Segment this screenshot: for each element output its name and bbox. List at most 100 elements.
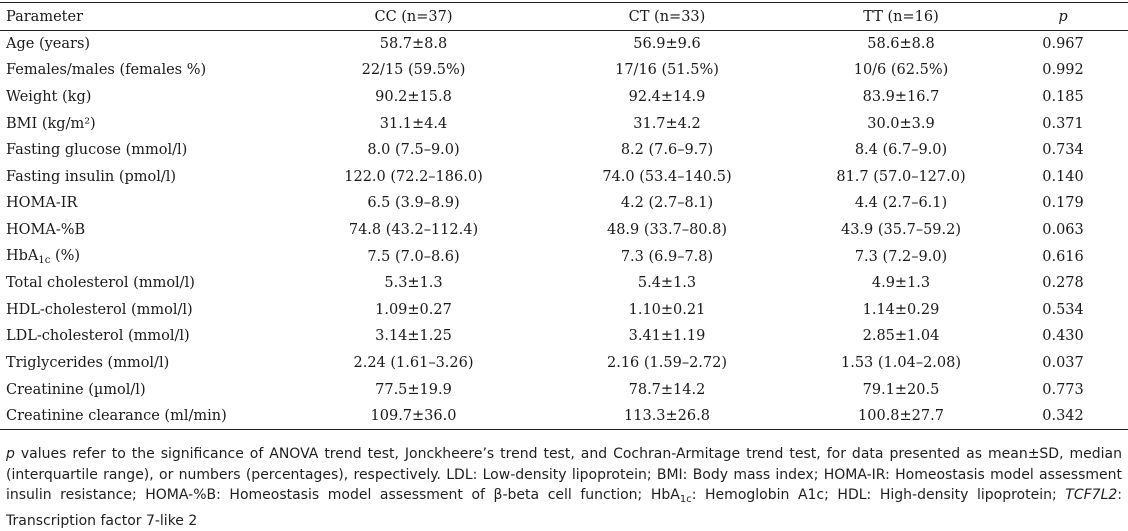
- cell-tt: 83.9±16.7: [862, 88, 940, 105]
- cell-tt: 1.53 (1.04–2.08): [840, 354, 962, 371]
- footnote-text-3: : Transcription factor 7-like 2: [6, 487, 1122, 529]
- cell-parameter: HbA1c (%): [0, 243, 291, 270]
- cell-p: 0.278: [1042, 275, 1084, 292]
- cell-tt: 81.7 (57.0–127.0): [836, 168, 966, 185]
- cell-cc: 1.09±0.27: [375, 301, 452, 318]
- cell-parameter: Total cholesterol (mmol/l): [6, 275, 195, 292]
- table-header-row: Parameter CC (n=37) CT (n=33) TT (n=16) …: [0, 2, 1128, 31]
- cell-cc: 77.5±19.9: [375, 381, 452, 398]
- cell-p: 0.773: [1042, 381, 1084, 398]
- cell-parameter: Age (years): [6, 36, 91, 53]
- cell-parameter: LDL-cholesterol (mmol/l): [6, 328, 190, 345]
- cell-parameter: BMI (kg/m²): [6, 115, 96, 132]
- cell-ct: 17/16 (51.5%): [615, 62, 719, 79]
- cell-p: 0.185: [1042, 88, 1084, 105]
- cell-p: 0.371: [1042, 115, 1084, 132]
- cell-cc: 5.3±1.3: [384, 275, 443, 292]
- cell-ct: 2.16 (1.59–2.72): [606, 354, 728, 371]
- cell-tt: 7.3 (7.2–9.0): [854, 248, 948, 265]
- cell-p: 0.616: [1042, 248, 1084, 265]
- cell-ct: 31.7±4.2: [633, 115, 701, 132]
- footnote-gene-name: TCF7L2: [1065, 487, 1118, 503]
- header-p: p: [1004, 2, 1128, 31]
- cell-p: 0.430: [1042, 328, 1084, 345]
- hba-label: HbA: [6, 247, 39, 264]
- cell-ct: 92.4±14.9: [628, 88, 706, 105]
- cell-p: 0.140: [1042, 168, 1084, 185]
- cell-tt: 1.14±0.29: [862, 301, 940, 318]
- hba-unit: (%): [50, 247, 81, 264]
- table-row: Fasting glucose (mmol/l) 8.0 (7.5–9.0) 8…: [0, 137, 1128, 164]
- cell-tt: 43.9 (35.7–59.2): [840, 221, 962, 238]
- header-tt: TT (n=16): [798, 2, 1004, 31]
- cell-tt: 79.1±20.5: [862, 381, 940, 398]
- cell-ct: 48.9 (33.7–80.8): [606, 221, 728, 238]
- cell-cc: 58.7±8.8: [379, 36, 448, 53]
- header-cc: CC (n=37): [291, 2, 536, 31]
- footnote-hba-subscript: 1c: [679, 494, 692, 505]
- cell-cc: 6.5 (3.9–8.9): [367, 195, 460, 212]
- table-footnote: p values refer to the significance of AN…: [6, 444, 1122, 531]
- hba-subscript: 1c: [38, 254, 51, 266]
- cell-ct: 74.0 (53.4–140.5): [602, 168, 732, 185]
- cell-ct: 1.10±0.21: [628, 301, 706, 318]
- header-ct: CT (n=33): [536, 2, 798, 31]
- cell-parameter: Triglycerides (mmol/l): [6, 354, 170, 371]
- cell-parameter: HOMA-IR: [6, 195, 78, 212]
- cell-cc: 7.5 (7.0–8.6): [367, 248, 460, 265]
- cell-parameter: HDL-cholesterol (mmol/l): [6, 301, 193, 318]
- table-row: Age (years) 58.7±8.8 56.9±9.6 58.6±8.8 0…: [0, 31, 1128, 58]
- cell-parameter: Creatinine (µmol/l): [6, 381, 146, 398]
- cell-p: 0.534: [1042, 301, 1084, 318]
- cell-cc: 8.0 (7.5–9.0): [367, 142, 460, 159]
- cell-p: 0.342: [1004, 402, 1128, 430]
- cell-parameter: Fasting insulin (pmol/l): [6, 168, 177, 185]
- table-row: Total cholesterol (mmol/l) 5.3±1.3 5.4±1…: [0, 270, 1128, 297]
- cell-cc: 31.1±4.4: [379, 115, 448, 132]
- table-row: HOMA-IR 6.5 (3.9–8.9) 4.2 (2.7–8.1) 4.4 …: [0, 190, 1128, 217]
- cell-tt: 4.4 (2.7–6.1): [854, 195, 948, 212]
- cell-tt: 4.9±1.3: [871, 275, 931, 292]
- table-row: HOMA-%B 74.8 (43.2–112.4) 48.9 (33.7–80.…: [0, 217, 1128, 244]
- cell-cc: 22/15 (59.5%): [361, 62, 466, 79]
- cell-cc: 109.7±36.0: [291, 402, 536, 430]
- cell-tt: 2.85±1.04: [862, 328, 940, 345]
- cell-ct: 5.4±1.3: [637, 275, 697, 292]
- cell-ct: 113.3±26.8: [536, 402, 798, 430]
- cell-cc: 90.2±15.8: [375, 88, 452, 105]
- table-row: HbA1c (%) 7.5 (7.0–8.6) 7.3 (6.9–7.8) 7.…: [0, 243, 1128, 270]
- cell-p: 0.734: [1042, 142, 1084, 159]
- table-row: Triglycerides (mmol/l) 2.24 (1.61–3.26) …: [0, 350, 1128, 377]
- header-parameter: Parameter: [0, 2, 291, 31]
- cell-tt: 30.0±3.9: [867, 115, 935, 132]
- cell-p: 0.992: [1042, 62, 1084, 79]
- cell-p: 0.037: [1042, 354, 1084, 371]
- cell-ct: 56.9±9.6: [633, 36, 701, 53]
- cell-cc: 122.0 (72.2–186.0): [344, 168, 483, 185]
- table-row: HDL-cholesterol (mmol/l) 1.09±0.27 1.10±…: [0, 296, 1128, 323]
- footnote-text-1: values refer to the significance of ANOV…: [6, 446, 1122, 503]
- table-row: LDL-cholesterol (mmol/l) 3.14±1.25 3.41±…: [0, 323, 1128, 350]
- cell-ct: 7.3 (6.9–7.8): [620, 248, 714, 265]
- cell-p: 0.967: [1042, 36, 1084, 53]
- cell-tt: 10/6 (62.5%): [853, 62, 949, 79]
- footnote-text-2: : Hemoglobin A1c; HDL: High-density lipo…: [691, 487, 1066, 503]
- cell-parameter: Females/males (females %): [6, 62, 207, 79]
- table-row: Creatinine (µmol/l) 77.5±19.9 78.7±14.2 …: [0, 376, 1128, 403]
- cell-parameter: HOMA-%B: [6, 221, 86, 238]
- cell-ct: 3.41±1.19: [628, 328, 706, 345]
- cell-tt: 8.4 (6.7–9.0): [854, 142, 948, 159]
- footnote-p-symbol: p: [6, 446, 15, 462]
- cell-parameter: Weight (kg): [6, 88, 92, 105]
- cell-cc: 2.24 (1.61–3.26): [353, 354, 474, 371]
- cell-ct: 78.7±14.2: [628, 381, 706, 398]
- cell-tt: 58.6±8.8: [867, 36, 935, 53]
- cell-ct: 8.2 (7.6–9.7): [620, 142, 714, 159]
- table-row: Weight (kg) 90.2±15.8 92.4±14.9 83.9±16.…: [0, 84, 1128, 111]
- table-row: Females/males (females %) 22/15 (59.5%) …: [0, 57, 1128, 84]
- cell-p: 0.063: [1042, 221, 1084, 238]
- cell-parameter: Fasting glucose (mmol/l): [6, 142, 188, 159]
- table-row: Creatinine clearance (ml/min) 109.7±36.0…: [0, 402, 1128, 430]
- table-row: Fasting insulin (pmol/l) 122.0 (72.2–186…: [0, 163, 1128, 190]
